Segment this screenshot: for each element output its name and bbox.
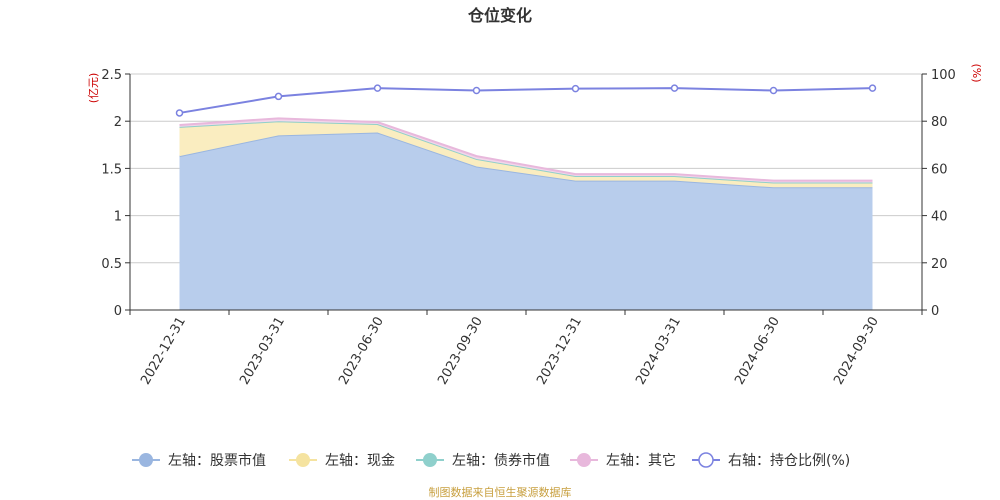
left-axis-tick-label: 0.5 bbox=[101, 257, 122, 272]
left-axis-tick-label: 2.5 bbox=[101, 68, 122, 83]
legend-label[interactable]: 右轴：持仓比例(%) bbox=[728, 453, 850, 469]
area-band bbox=[179, 121, 873, 188]
x-axis-tick-label: 2023-06-30 bbox=[336, 315, 387, 388]
right-axis-tick-label: 80 bbox=[931, 115, 948, 130]
legend-label[interactable]: 左轴：现金 bbox=[325, 453, 395, 469]
right-axis-unit: (%) bbox=[970, 63, 983, 82]
holding-ratio-point[interactable] bbox=[175, 109, 184, 117]
left-axis-unit: (亿元) bbox=[87, 73, 100, 104]
right-axis-tick-label: 40 bbox=[931, 210, 948, 225]
data-source-note: 制图数据来自恒生聚源数据库 bbox=[429, 485, 572, 499]
legend-marker[interactable] bbox=[577, 453, 591, 467]
x-axis-tick-label: 2022-12-31 bbox=[138, 315, 189, 388]
legend-marker[interactable] bbox=[423, 453, 437, 467]
legend-label[interactable]: 左轴：债券市值 bbox=[452, 452, 550, 469]
x-axis-tick-label: 2024-09-30 bbox=[831, 315, 882, 388]
chart-title: 仓位变化 bbox=[467, 6, 532, 25]
holding-ratio-point[interactable] bbox=[670, 84, 679, 92]
left-axis-tick-label: 0 bbox=[114, 304, 122, 319]
right-axis-tick-label: 60 bbox=[931, 162, 948, 177]
x-axis-tick-label: 2023-09-30 bbox=[435, 315, 486, 388]
holding-ratio-point[interactable] bbox=[274, 92, 283, 101]
right-axis-tick-label: 100 bbox=[931, 68, 956, 83]
area-series-line bbox=[179, 117, 873, 182]
left-axis-tick-label: 1.5 bbox=[101, 162, 122, 177]
x-axis-tick-label: 2024-06-30 bbox=[732, 315, 783, 388]
x-axis-tick-label: 2023-03-31 bbox=[237, 315, 288, 388]
legend-marker[interactable] bbox=[139, 453, 153, 467]
holding-ratio-line bbox=[179, 87, 873, 114]
legend-marker[interactable] bbox=[698, 452, 714, 468]
right-axis-tick-label: 20 bbox=[931, 257, 948, 272]
left-axis-tick-label: 1 bbox=[114, 210, 122, 225]
holding-ratio-point[interactable] bbox=[769, 86, 778, 95]
x-axis-tick-label: 2024-03-31 bbox=[633, 315, 684, 388]
left-axis-tick-label: 2 bbox=[114, 115, 122, 130]
right-axis-tick-label: 0 bbox=[931, 304, 939, 319]
area-band bbox=[179, 132, 873, 310]
legend-marker[interactable] bbox=[296, 453, 310, 467]
holding-ratio-point[interactable] bbox=[571, 84, 580, 93]
legend-label[interactable]: 左轴：股票市值 bbox=[168, 452, 266, 469]
x-axis-tick-label: 2023-12-31 bbox=[534, 315, 585, 388]
holding-ratio-point[interactable] bbox=[868, 84, 877, 92]
holding-ratio-point[interactable] bbox=[373, 84, 382, 92]
legend-label[interactable]: 左轴：其它 bbox=[606, 452, 676, 469]
holding-ratio-point[interactable] bbox=[472, 86, 481, 95]
